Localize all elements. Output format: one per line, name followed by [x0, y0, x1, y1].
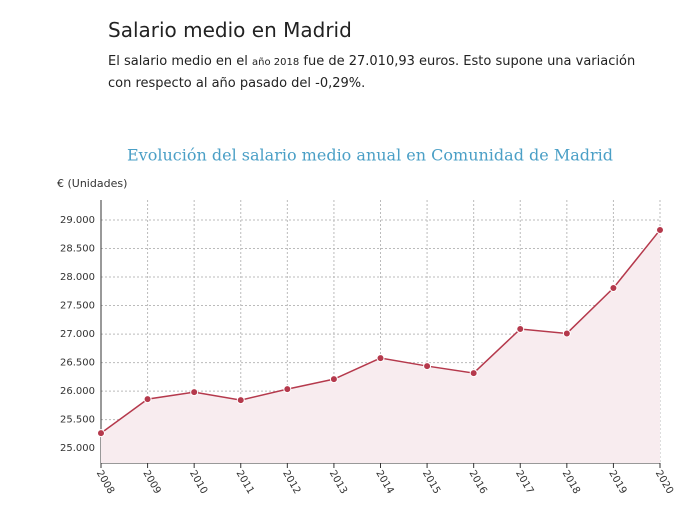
point: [190, 388, 199, 397]
x-tick-label: 2012: [280, 469, 302, 497]
x-tick-label: 2020: [653, 469, 675, 497]
point: [97, 429, 105, 438]
y-tick-label: 25.500: [60, 415, 95, 426]
y-tick-label: 28.000: [60, 272, 95, 283]
point: [329, 375, 338, 384]
x-tick-label: 2014: [373, 469, 395, 497]
summary-text: fue de 27.010,93 euros. Esto supone una …: [108, 54, 636, 91]
point: [423, 362, 432, 371]
point: [469, 369, 478, 378]
y-tick-label: 25.000: [60, 443, 95, 454]
chart-title: Evolución del salario medio anual en Com…: [127, 146, 613, 165]
point: [609, 284, 618, 293]
page-title: Salario medio en Madrid: [108, 18, 352, 42]
point: [516, 325, 525, 334]
x-tick-label: 2019: [606, 469, 628, 497]
summary-year: año 2018: [252, 57, 300, 68]
y-tick-label: 27.000: [60, 329, 95, 340]
x-tick-label: 2015: [420, 469, 442, 497]
x-tick-label: 2018: [560, 469, 582, 497]
point: [283, 385, 292, 394]
summary: El salario medio en el año 2018 fue de 2…: [108, 51, 648, 94]
y-tick-label: 26.000: [60, 386, 95, 397]
x-tick-label: 2010: [187, 469, 209, 497]
area: [101, 229, 660, 463]
y-tick-label: 26.500: [60, 358, 95, 369]
point: [376, 354, 385, 363]
y-tick-label: 28.500: [60, 243, 95, 254]
summary-text: El salario medio en el: [108, 54, 253, 69]
x-tick-label: 2016: [466, 469, 488, 497]
x-tick-label: 2009: [140, 469, 162, 497]
y-tick-label: 27.500: [60, 301, 95, 312]
x-tick-label: 2017: [513, 469, 535, 497]
point: [143, 395, 152, 404]
point: [562, 329, 571, 338]
x-tick-label: 2008: [94, 469, 116, 497]
point: [656, 225, 664, 234]
x-tick-label: 2011: [234, 469, 256, 497]
point: [236, 396, 245, 405]
x-tick-label: 2013: [327, 469, 349, 497]
y-axis-label: € (Unidades): [57, 177, 127, 190]
y-tick-label: 29.000: [60, 215, 95, 226]
